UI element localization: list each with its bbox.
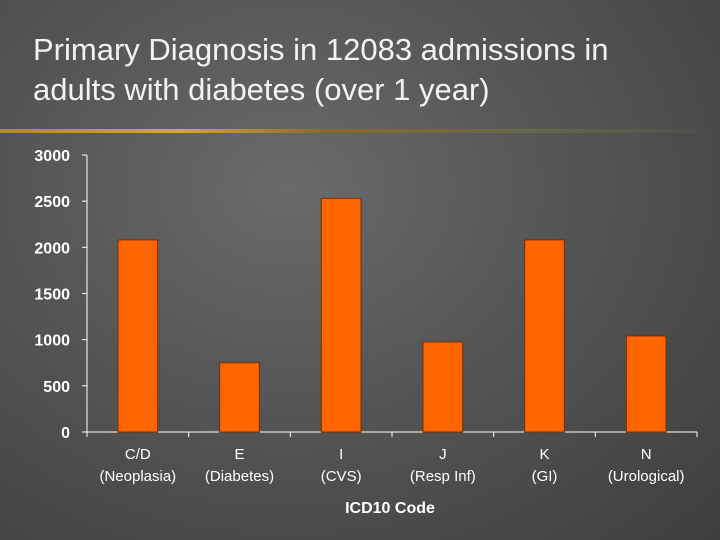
y-tick-label: 500	[43, 379, 70, 396]
x-category-label: K	[539, 446, 549, 463]
x-category-sublabel: (Diabetes)	[205, 468, 274, 485]
x-category-sublabel: (Neoplasia)	[99, 468, 176, 485]
y-tick-label: 0	[61, 425, 70, 442]
chart-labels: C/D (Neoplasia) E (Diabetes) I (CVS) J (Resp In…	[99, 446, 684, 485]
x-category-label: C/D	[125, 446, 151, 463]
x-axis-title: ICD10 Code	[345, 500, 435, 517]
bar	[524, 239, 565, 433]
title-divider	[0, 129, 720, 133]
slide-title-line-1: Primary Diagnosis in 12083 admissions in	[33, 32, 609, 67]
chart-bars	[117, 197, 667, 433]
y-tick-label: 1000	[34, 333, 70, 350]
bar	[219, 362, 260, 433]
x-category-sublabel: (GI)	[532, 468, 558, 485]
slide-title: Primary Diagnosis in 12083 admissions in…	[33, 30, 713, 110]
bar	[320, 197, 362, 433]
x-category-label: J	[439, 446, 447, 463]
bar	[422, 341, 464, 433]
x-category-sublabel: (Resp Inf)	[410, 468, 476, 485]
x-category-sublabel: (CVS)	[321, 468, 362, 485]
y-tick-label: 3000	[34, 148, 70, 165]
y-tick-label: 2500	[34, 194, 70, 211]
x-category-label: E	[234, 446, 244, 463]
y-tick-label: 1500	[34, 287, 70, 304]
bar	[625, 335, 667, 433]
x-category-label: N	[641, 446, 652, 463]
bar	[117, 239, 159, 433]
chart-axes: 0 500 1000 1500 2000 2500 3000	[34, 148, 698, 442]
y-tick-label: 2000	[34, 240, 70, 257]
x-category-label: I	[339, 446, 343, 463]
slide-title-line-2: adults with diabetes (over 1 year)	[33, 72, 490, 107]
x-category-sublabel: (Urological)	[608, 468, 685, 485]
